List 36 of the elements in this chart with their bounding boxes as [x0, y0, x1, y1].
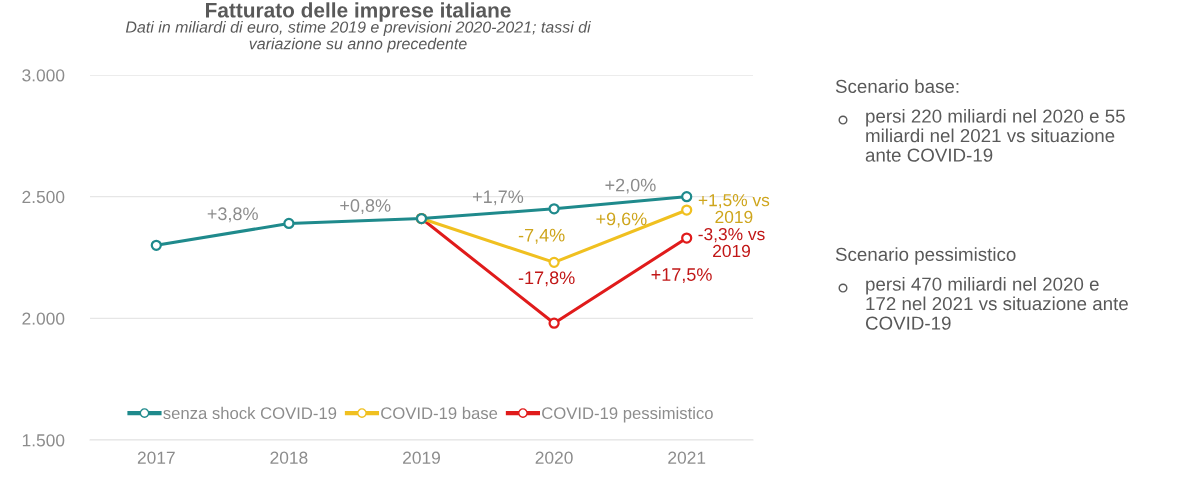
point: [283, 217, 295, 230]
point: [548, 317, 560, 329]
text: Scenario pessimistico: [835, 247, 1016, 265]
x-tick-label: 2021: [668, 451, 706, 464]
x-tick-label: 2020: [535, 451, 573, 464]
point: [548, 203, 560, 215]
point: [681, 232, 693, 244]
y-tick-label: 2.500: [22, 190, 65, 204]
annotation: +3,8%: [207, 207, 258, 223]
point: [548, 256, 560, 268]
text: persi 220 miliardi nel 2020 e 55 miliardi nel 2021 vs situazione ante COVID-19: [865, 109, 1125, 162]
annotation: +17,5%: [651, 268, 712, 284]
point: [150, 239, 162, 251]
point: [681, 191, 693, 203]
chart-title: Fatturato delle imprese italiane: [206, 2, 511, 22]
annotation: +9,6%: [596, 212, 647, 228]
y-tick-label: 2.000: [22, 312, 65, 325]
text: persi 470 miliardi nel 2020 e 172 nel 2021 vs situazione ante COVID-19: [865, 277, 1128, 330]
x-tick-label: 2019: [403, 451, 440, 464]
annotation: +1,5% vs 2019: [698, 194, 770, 224]
text: Scenario base:: [835, 79, 959, 94]
x-tick-label: 2017: [137, 451, 175, 464]
chart-subtitle: Dati in miliardi di euro, stime 2019 e previsioni 2020-2021; tassi di variazione su anno precedente: [125, 21, 591, 53]
x-tick-label: 2018: [270, 451, 308, 464]
legend-label: senza shock COVID-19: [163, 406, 337, 420]
annotation: -17,8%: [518, 271, 575, 287]
annotation: +1,7%: [472, 190, 524, 206]
annotation: -3,3% vs 2019: [698, 227, 765, 258]
annotation: +0,8%: [340, 199, 391, 215]
point: [681, 204, 693, 216]
y-tick-label: 1.500: [22, 434, 65, 447]
y-tick-label: 3.000: [22, 69, 65, 82]
annotation: +2,0%: [605, 178, 656, 194]
legend-label: COVID-19 base: [381, 406, 498, 420]
legend-label: COVID-19 pessimistico: [542, 406, 713, 423]
annotation: -7,4%: [518, 228, 565, 244]
